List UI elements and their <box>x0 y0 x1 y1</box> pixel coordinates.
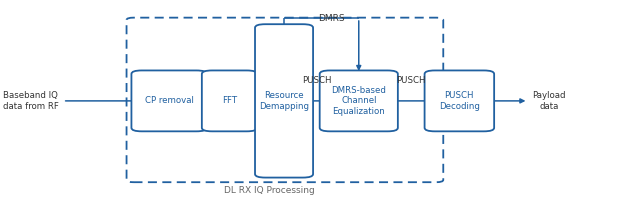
Text: PUSCH: PUSCH <box>302 76 331 85</box>
Text: Baseband IQ
data from RF: Baseband IQ data from RF <box>3 91 59 111</box>
Text: FFT: FFT <box>222 96 237 105</box>
Text: DMRS-based
Channel
Equalization: DMRS-based Channel Equalization <box>332 86 386 116</box>
Text: Payload
data: Payload data <box>532 91 566 111</box>
FancyBboxPatch shape <box>202 71 257 131</box>
Text: DL RX IQ Processing: DL RX IQ Processing <box>224 186 315 195</box>
FancyBboxPatch shape <box>255 24 313 177</box>
FancyBboxPatch shape <box>320 71 398 131</box>
Text: PUSCH
Decoding: PUSCH Decoding <box>439 91 480 111</box>
Text: CP removal: CP removal <box>145 96 194 105</box>
Text: Resource
Demapping: Resource Demapping <box>259 91 309 111</box>
FancyBboxPatch shape <box>425 71 494 131</box>
Text: PUSCH: PUSCH <box>397 76 426 85</box>
Text: DMRS: DMRS <box>319 14 345 23</box>
FancyBboxPatch shape <box>132 71 207 131</box>
